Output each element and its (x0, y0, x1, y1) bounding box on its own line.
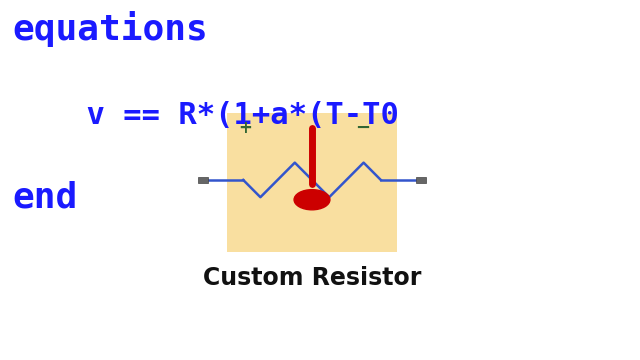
Text: +: + (239, 119, 253, 137)
Bar (198, 177, 208, 183)
Text: Custom Resistor: Custom Resistor (203, 266, 421, 291)
FancyBboxPatch shape (227, 113, 397, 252)
Circle shape (294, 190, 330, 210)
Bar (416, 177, 426, 183)
Text: v == R*(1+a*(T-T0: v == R*(1+a*(T-T0 (13, 101, 399, 130)
Text: −: − (355, 119, 371, 137)
Text: end: end (13, 180, 78, 214)
Text: equations: equations (13, 11, 209, 47)
